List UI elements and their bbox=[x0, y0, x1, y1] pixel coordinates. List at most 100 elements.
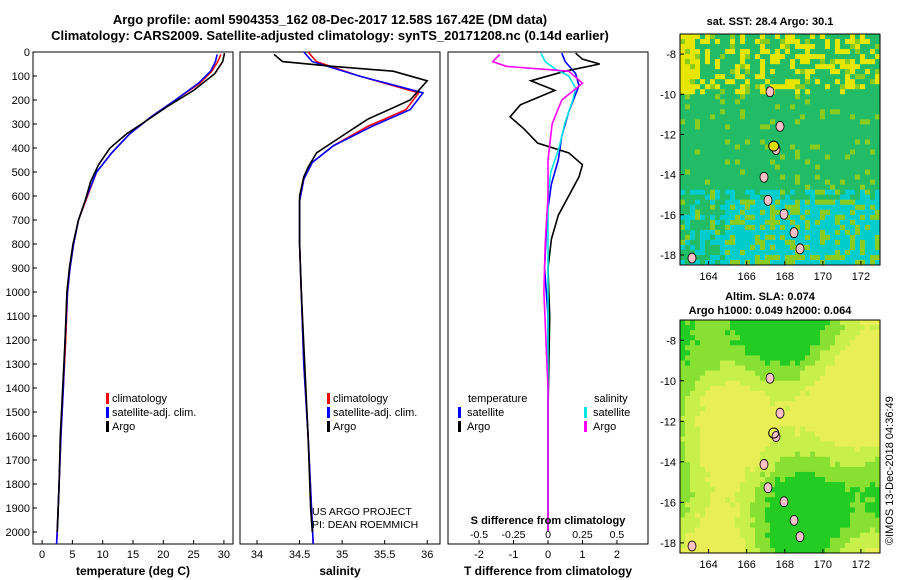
map-cell bbox=[830, 189, 836, 196]
map-cell bbox=[865, 441, 871, 448]
map-cell bbox=[860, 401, 866, 407]
map-cell bbox=[735, 537, 741, 544]
map-cell bbox=[835, 219, 841, 226]
map-cell bbox=[685, 234, 691, 241]
map-cell bbox=[835, 335, 841, 341]
map-cell bbox=[750, 54, 756, 60]
map-cell bbox=[805, 385, 811, 392]
map-cell bbox=[850, 219, 856, 226]
map-cell bbox=[840, 64, 846, 70]
map-cell bbox=[825, 34, 831, 40]
map-cell bbox=[710, 502, 716, 508]
map-cell bbox=[685, 527, 691, 534]
map-cell bbox=[840, 471, 846, 478]
map-cell bbox=[715, 204, 721, 211]
map-cell bbox=[725, 330, 731, 336]
map-cell bbox=[875, 139, 881, 145]
map-cell bbox=[755, 74, 761, 80]
map-cell bbox=[780, 431, 786, 437]
map-cell bbox=[835, 49, 841, 55]
map-cell bbox=[715, 54, 721, 60]
map-cell bbox=[775, 360, 781, 367]
map-cell bbox=[775, 249, 781, 256]
map-cell bbox=[775, 139, 781, 145]
map-cell bbox=[840, 209, 846, 216]
map-cell bbox=[865, 477, 871, 483]
map-cell bbox=[710, 360, 716, 367]
map-cell bbox=[835, 436, 841, 443]
map-cell bbox=[760, 54, 766, 60]
map-cell bbox=[720, 401, 726, 407]
map-cell bbox=[845, 345, 851, 351]
map-cell bbox=[745, 395, 751, 402]
map-cell bbox=[690, 119, 696, 125]
map-cell bbox=[765, 380, 771, 387]
map-cell bbox=[860, 325, 866, 331]
map-y-tick-label: -10 bbox=[660, 376, 676, 388]
map-cell bbox=[680, 477, 686, 483]
map-cell bbox=[850, 69, 856, 75]
map-cell bbox=[790, 426, 796, 432]
map-cell bbox=[740, 149, 746, 156]
map-cell bbox=[840, 375, 846, 382]
map-cell bbox=[720, 527, 726, 534]
map-cell bbox=[800, 502, 806, 508]
map-cell bbox=[835, 79, 841, 85]
map-cell bbox=[685, 507, 691, 513]
map-cell bbox=[700, 124, 706, 130]
map-cell bbox=[820, 214, 826, 221]
map-cell bbox=[770, 340, 776, 346]
map-cell bbox=[810, 74, 816, 80]
map-cell bbox=[735, 350, 741, 356]
map-cell bbox=[860, 94, 866, 100]
map-cell bbox=[770, 184, 776, 191]
map-cell bbox=[755, 527, 761, 534]
map-cell bbox=[685, 134, 691, 140]
map-cell bbox=[730, 497, 736, 503]
map-cell bbox=[870, 471, 876, 478]
map-cell bbox=[680, 244, 686, 251]
map-cell bbox=[750, 477, 756, 483]
map-cell bbox=[705, 249, 711, 256]
map-cell bbox=[755, 84, 761, 90]
map-cell bbox=[865, 64, 871, 70]
map-cell bbox=[745, 184, 751, 191]
map-cell bbox=[800, 477, 806, 483]
map-cell bbox=[855, 219, 861, 226]
map-cell bbox=[735, 239, 741, 246]
map-cell bbox=[795, 224, 801, 231]
map-cell bbox=[725, 426, 731, 432]
x-tick-label: 34.5 bbox=[289, 549, 310, 561]
map-cell bbox=[745, 254, 751, 261]
map-cell bbox=[770, 401, 776, 407]
map-cell bbox=[770, 174, 776, 181]
map-cell bbox=[695, 54, 701, 60]
map-cell bbox=[855, 234, 861, 241]
map-cell bbox=[870, 189, 876, 196]
map-cell bbox=[795, 345, 801, 351]
map-cell bbox=[695, 517, 701, 524]
map-cell bbox=[800, 99, 806, 105]
map-cell bbox=[715, 532, 721, 539]
map-cell bbox=[735, 199, 741, 206]
map-cell bbox=[795, 104, 801, 110]
map-cell bbox=[805, 144, 811, 150]
map-cell bbox=[725, 124, 731, 130]
map-cell bbox=[825, 401, 831, 407]
map-cell bbox=[745, 249, 751, 256]
map-cell bbox=[700, 219, 706, 226]
map-cell bbox=[865, 370, 871, 377]
map-cell bbox=[785, 34, 791, 40]
map-cell bbox=[870, 164, 876, 171]
map-cell bbox=[760, 517, 766, 524]
map-cell bbox=[830, 159, 836, 166]
map-cell bbox=[785, 517, 791, 524]
map-cell bbox=[735, 89, 741, 95]
map-cell bbox=[740, 104, 746, 110]
map-cell bbox=[865, 406, 871, 412]
map-cell bbox=[820, 99, 826, 105]
map-cell bbox=[680, 94, 686, 100]
map-cell bbox=[870, 134, 876, 140]
legend-label-argo: Argo bbox=[333, 421, 356, 433]
map-cell bbox=[825, 421, 831, 427]
